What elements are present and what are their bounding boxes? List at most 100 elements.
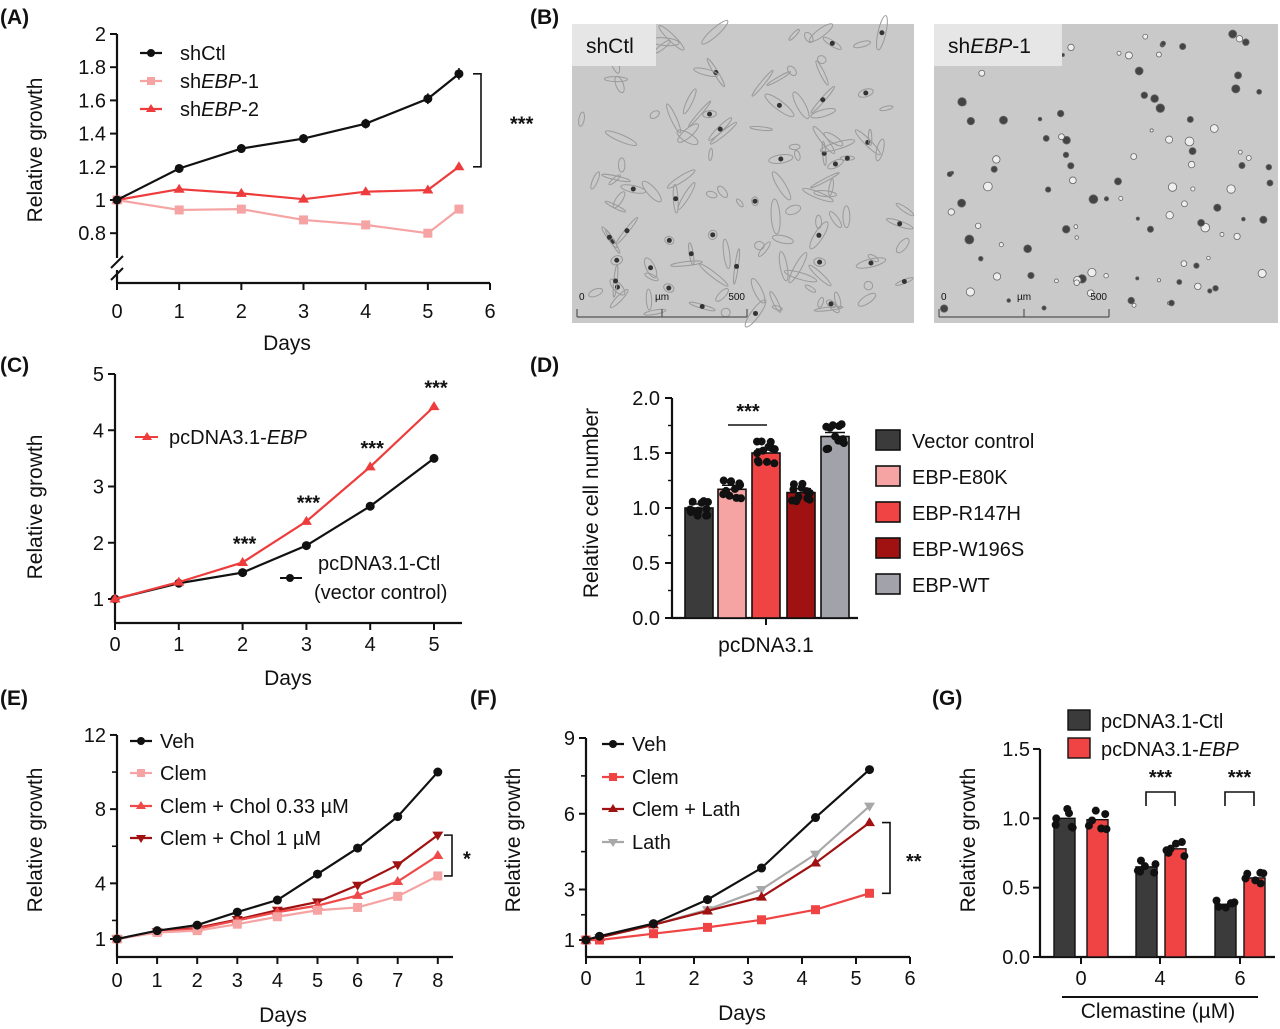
cell-shape [816,232,822,238]
data-point-circle [112,195,122,205]
cell-shape [1073,224,1079,229]
cell-shape [717,126,723,132]
y-tick-label: 0.0 [632,608,660,630]
series-line [112,767,443,944]
cell-shape [606,234,612,240]
cell-shape [1256,88,1262,95]
cell-shape [670,260,703,267]
data-point-triangle-up [364,461,376,471]
cell-shape [610,255,623,266]
x-tick-label: 6 [484,301,495,323]
cell-shape [752,310,758,316]
data-point-triangle-up [173,576,185,586]
cell-shape [854,129,881,156]
data-point-square [703,922,712,932]
scale-label: 500 [1090,292,1107,303]
cell-shape [1067,162,1075,170]
significance-bracket [882,821,891,895]
cell-shape [1134,66,1144,76]
legend-label: shEBP-1 [180,71,259,93]
scale-label: 500 [728,292,745,303]
x-tick-label: 2 [192,970,203,992]
y-axis-label: Relative growth [502,768,525,913]
cell-shape [1088,194,1099,205]
legend-label-part: Veh [160,731,194,753]
x-tick-label: 0 [580,968,591,990]
cell-shape [992,155,1001,164]
legend-label-part: -2 [241,99,259,121]
y-axis-label: Relative growth [957,768,980,913]
cell-shape [823,131,844,147]
cell-shape [1206,255,1211,261]
x-axis-label: Days [718,1002,766,1025]
y-axis-label: Relative growth [24,768,47,913]
legend-label: Vector control [912,431,1034,453]
y-tick-label: 1.0 [1002,808,1030,830]
cell-shape [815,60,829,86]
bar [1243,877,1266,958]
scale-label: 0 [941,292,947,303]
x-tick-label: 0 [1075,968,1086,990]
x-tick-label: 0 [111,301,122,323]
chart-G: 0.0 0.5 1.0 1.5 0 4 6 Clemastine (µM) Relative g… [957,709,1275,1023]
bar [684,507,714,619]
cell-shape [788,28,800,41]
cell-shape [1146,225,1154,233]
data-point-dot [753,449,762,458]
data-point-dot [1259,869,1268,878]
x-tick-label: 5 [428,634,439,656]
data-point-dot [1243,869,1252,878]
data-point-dot [770,459,779,468]
cell-shape [604,130,638,146]
y-tick-label: 5 [93,364,104,386]
cell-shape [1056,109,1065,118]
cell-shape [688,100,712,128]
cell-shape [693,67,719,77]
cell-shape [609,289,629,309]
cell-shape [1027,271,1035,280]
cell-shape [1130,153,1138,160]
y-tick-label: 1.0 [632,498,660,520]
cell-shape [707,111,713,117]
chart-C: 1 2 3 4 5 0 1 2 3 4 5 Days Relative growth pcDNA3.1-E… [24,364,462,690]
legend-label: pcDNA3.1-EBP [1101,739,1239,761]
cell-shape [1074,235,1079,240]
series-line-path [116,198,460,235]
cell-shape [710,232,716,238]
x-tick-label: 6 [904,968,915,990]
significance-label: *** [510,113,534,135]
cell-shape [624,228,630,234]
cell-shape [664,235,675,245]
x-tick-label: 2 [237,634,248,656]
cell-shape [808,264,832,287]
significance-label: *** [361,438,385,460]
significance-label: * [463,849,471,871]
cell-shape [1213,203,1222,212]
cell-shape [643,308,667,316]
cell-shape [648,265,654,271]
cell-shape [1226,184,1236,194]
y-tick-label: 0.5 [632,553,660,575]
data-point-dot [805,495,814,504]
data-point-dot [1065,809,1074,818]
y-axis-label: Relative growth [24,435,47,580]
data-point-dot [730,484,739,493]
data-point-triangle-down [136,835,146,843]
legend-label-part: EBP [201,71,242,93]
cell-shape [1155,103,1165,113]
cell-shape [853,40,871,49]
cell-shape [863,90,869,96]
y-tick-label: 8 [95,799,106,821]
cell-shape [614,75,625,94]
cell-shape [833,291,842,309]
cell-shape [769,291,782,313]
data-point-dot [719,476,728,485]
data-point-triangle-up [756,891,767,901]
panel-label: (G) [932,687,962,710]
cell-shape [1266,179,1274,187]
data-point-circle [147,49,155,57]
data-point-dot [1102,825,1111,834]
cell-shape [645,288,653,311]
